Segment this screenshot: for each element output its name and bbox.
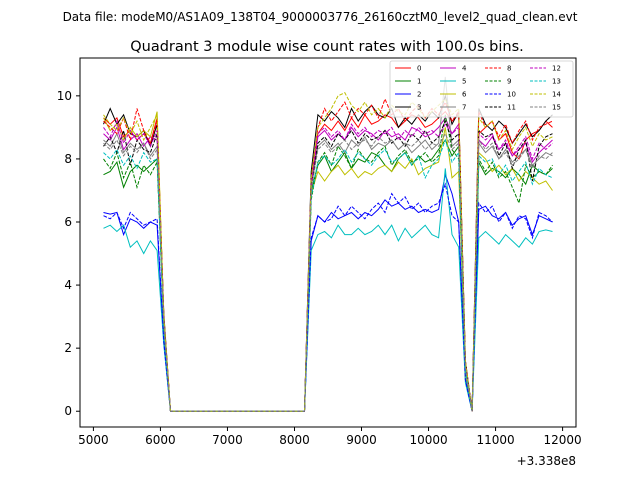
x-tick-label: 6000 [145, 433, 176, 447]
legend-label: 0 [417, 65, 421, 73]
legend-entry-3: 3 [395, 104, 421, 112]
x-tick-label: 9000 [346, 433, 377, 447]
legend-entry-6: 6 [440, 91, 467, 99]
legend-label: 6 [462, 91, 467, 99]
legend-label: 14 [552, 91, 561, 99]
legend-entry-9: 9 [485, 78, 511, 86]
y-tick-label: 6 [64, 215, 72, 229]
chart-title: Quadrant 3 module wise count rates with … [130, 39, 524, 55]
series-line-6 [103, 111, 553, 412]
x-axis: 5000 6000 7000 8000 9000 10000 11000 12000 [78, 427, 582, 447]
series-line-13 [103, 138, 553, 412]
legend-entry-15: 15 [530, 104, 561, 112]
legend-label: 15 [552, 104, 561, 112]
legend-entry-8: 8 [485, 65, 511, 73]
series-line-2 [103, 172, 553, 412]
y-tick-label: 2 [64, 341, 72, 355]
series-layer [103, 76, 553, 412]
series-line-3 [103, 93, 553, 412]
legend-label: 7 [462, 104, 466, 112]
x-tick-label: 11000 [476, 433, 514, 447]
legend-entry-5: 5 [440, 78, 466, 86]
legend-entry-2: 2 [395, 91, 421, 99]
legend-entry-13: 13 [530, 78, 561, 86]
series-line-14 [103, 92, 553, 412]
legend-label: 4 [462, 65, 467, 73]
x-tick-label: 7000 [212, 433, 243, 447]
series-line-0 [103, 110, 553, 412]
y-tick-label: 0 [64, 404, 72, 418]
legend-label: 2 [417, 91, 421, 99]
legend-frame [389, 60, 574, 118]
plot-frame [79, 57, 577, 428]
legend-entry-10: 10 [485, 91, 516, 99]
x-tick-label: 8000 [279, 433, 310, 447]
series-line-10 [103, 182, 553, 412]
x-tick-label: 5000 [78, 433, 109, 447]
legend-label: 9 [507, 78, 511, 86]
legend-entry-1: 1 [395, 78, 421, 86]
x-offset-label: +3.338e8 [517, 454, 576, 468]
chart-suptitle: Data file: modeM0/AS1A09_138T04_90000037… [63, 10, 578, 24]
legend-label: 1 [417, 78, 421, 86]
y-axis: 0 2 4 6 8 10 [57, 89, 80, 418]
series-line-5 [103, 168, 553, 412]
legend-entry-14: 14 [530, 91, 561, 99]
series-line-15 [103, 132, 553, 412]
legend-entry-0: 0 [395, 65, 421, 73]
legend-label: 13 [552, 78, 561, 86]
legend-entry-4: 4 [440, 65, 467, 73]
y-tick-label: 10 [57, 89, 72, 103]
y-tick-label: 4 [64, 278, 72, 292]
legend-label: 10 [507, 91, 516, 99]
legend-label: 5 [462, 78, 466, 86]
legend-entry-11: 11 [485, 104, 516, 112]
legend-label: 12 [552, 65, 561, 73]
legend-label: 8 [507, 65, 511, 73]
legend-label: 11 [507, 104, 516, 112]
legend-entry-12: 12 [530, 65, 561, 73]
series-line-1 [103, 138, 553, 412]
legend-entry-7: 7 [440, 104, 466, 112]
x-tick-label: 10000 [409, 433, 447, 447]
legend-label: 3 [417, 104, 421, 112]
y-tick-label: 8 [64, 152, 72, 166]
x-tick-label: 12000 [544, 433, 582, 447]
